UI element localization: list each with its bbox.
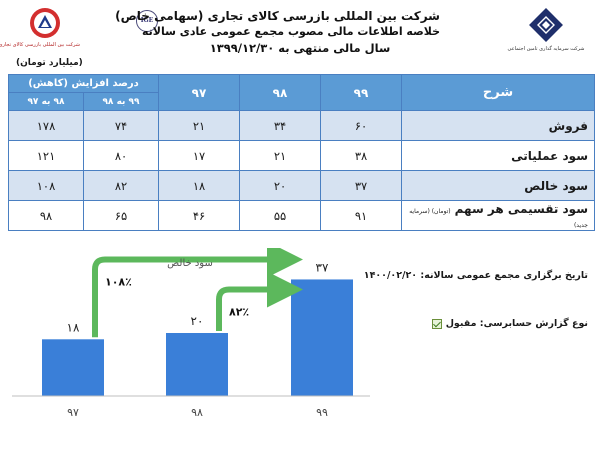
report-title-block: شرکت بین المللی بازرسی کالای تجاری (سهام… [115, 8, 440, 56]
header-change-group: درصد افزایش (کاهش) [8, 74, 159, 93]
cell-value: ۳۸ [320, 140, 402, 171]
row-label: فروش [401, 110, 595, 141]
cell-value: ۶۰ [320, 110, 402, 141]
unit-label: (میلیارد تومان) [16, 58, 83, 68]
table-row-operating-profit: سود عملیاتی ۳۸ ۲۱ ۱۷ ۸۰ ۱۲۱ [8, 140, 595, 171]
row-label: سود تقسیمی هر سهم(تومان) (سرمایه جدید) [401, 200, 595, 231]
company-title: شرکت بین المللی بازرسی کالای تجاری (سهام… [115, 9, 440, 23]
agm-date: تاریخ برگزاری مجمع عمومی سالانه: ۱۴۰۰/۰۲… [363, 270, 588, 281]
financial-summary-table: شرح ۹۹ ۹۸ ۹۷ درصد افزایش (کاهش) ۹۹ به ۹۸… [8, 74, 595, 231]
growth-percent-label: ۸۲٪ [229, 305, 249, 318]
right-logo-caption: شرکت سرمایه گذاری تامین اجتماعی [507, 46, 585, 52]
x-tick-label: ۹۹ [316, 406, 328, 419]
cell-value: ۲۱ [239, 140, 321, 171]
header-year-97: ۹۷ [158, 74, 240, 111]
cell-value: ۱۸ [158, 170, 240, 201]
bar-value-label: ۳۷ [316, 260, 329, 274]
header-year-98: ۹۸ [239, 74, 321, 111]
bar-value-label: ۱۸ [67, 320, 80, 334]
table-row-net-profit: سود خالص ۳۷ ۲۰ ۱۸ ۸۲ ۱۰۸ [8, 170, 595, 201]
cell-value: ۱۷ [158, 140, 240, 171]
row-label: سود خالص [401, 170, 595, 201]
growth-arrow [216, 271, 303, 331]
table-row-dividend-per-share: سود تقسیمی هر سهم(تومان) (سرمایه جدید) ۹… [8, 200, 595, 231]
cell-value: ۳۴ [239, 110, 321, 141]
chart-title: سود خالص [167, 258, 213, 269]
cell-value: ۴۶ [158, 200, 240, 231]
report-subtitle: خلاصه اطلاعات مالی مصوب مجمع عمومی عادی … [141, 25, 440, 38]
cell-value: ۱۰۸ [8, 170, 84, 201]
header-year-99: ۹۹ [320, 74, 402, 111]
row-note: (تومان) (سرمایه جدید) [409, 207, 588, 229]
cell-value: ۹۱ [320, 200, 402, 231]
left-logo-caption: شرکت بین المللی بازرسی کالای تجاری [0, 42, 80, 48]
chart-bar [166, 333, 228, 396]
x-tick-label: ۹۸ [191, 406, 203, 419]
ige-badge: IGE [136, 10, 158, 32]
header-change-99-98: ۹۹ به ۹۸ [83, 92, 159, 111]
audit-report-type: نوع گزارش حسابرسی: مقبول [431, 318, 588, 329]
inspection-logo-icon [30, 8, 60, 38]
cell-value: ۸۲ [83, 170, 159, 201]
growth-arrow [92, 248, 303, 338]
cell-value: ۷۴ [83, 110, 159, 141]
checkbox-checked-icon [431, 318, 442, 329]
diamond-logo-icon [529, 8, 563, 42]
investment-company-logo: شرکت سرمایه گذاری تامین اجتماعی [506, 6, 586, 60]
net-profit-chart: ۱۸ ۹۷ ۲۰ ۹۸ ۳۷ ۹۹ ۱۰۸٪ ۸۲٪ سود خالص [12, 248, 370, 419]
fiscal-year-label: سال مالی منتهی به ۱۳۹۹/۱۲/۳۰ [209, 41, 391, 55]
cell-value: ۲۱ [158, 110, 240, 141]
cell-value: ۵۵ [239, 200, 321, 231]
cell-value: ۱۲۱ [8, 140, 84, 171]
cell-value: ۲۰ [239, 170, 321, 201]
chart-bar [291, 279, 353, 396]
inspection-company-logo: شرکت بین المللی بازرسی کالای تجاری [0, 6, 80, 58]
cell-value: ۹۸ [8, 200, 84, 231]
header-change-98-97: ۹۸ به ۹۷ [8, 92, 84, 111]
table-row-sales: فروش ۶۰ ۳۴ ۲۱ ۷۴ ۱۷۸ [8, 110, 595, 141]
header-description: شرح [401, 74, 595, 111]
cell-value: ۳۷ [320, 170, 402, 201]
chart-bar [42, 339, 104, 396]
bar-value-label: ۲۰ [191, 314, 204, 328]
x-tick-label: ۹۷ [67, 406, 79, 419]
row-label: سود عملیاتی [401, 140, 595, 171]
cell-value: ۸۰ [83, 140, 159, 171]
audit-report-label: نوع گزارش حسابرسی: مقبول [445, 318, 588, 329]
cell-value: ۶۵ [83, 200, 159, 231]
cell-value: ۱۷۸ [8, 110, 84, 141]
growth-percent-label: ۱۰۸٪ [105, 275, 132, 288]
